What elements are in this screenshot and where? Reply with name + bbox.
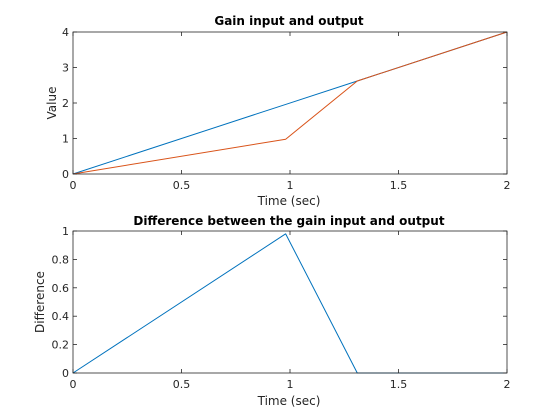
top-x-tick-label: 2 [504, 179, 511, 192]
bottom-x-tick-label: 2 [504, 378, 511, 391]
bottom-x-tick-label: 0 [70, 378, 77, 391]
top-x-axis-label: Time (sec) [257, 194, 321, 208]
bottom-chart-title: Difference between the gain input and ou… [133, 214, 444, 228]
top-x-tick-label: 0 [70, 179, 77, 192]
top-y-tick-label: 0 [62, 168, 69, 181]
bottom-y-tick-label: 0.4 [52, 310, 70, 323]
top-y-tick-label: 1 [62, 133, 69, 146]
top-chart-title: Gain input and output [214, 14, 364, 28]
bottom-series-line-1 [72, 233, 507, 374]
top-x-tick-label: 0.5 [173, 179, 191, 192]
bottom-x-tick-label: 1.5 [390, 378, 408, 391]
bottom-x-tick-label: 0.5 [173, 378, 191, 391]
top-subplot: Gain input and output Time (sec) Value 0… [45, 14, 511, 208]
top-y-tick-label: 3 [62, 62, 69, 75]
bottom-y-axis-label: Difference [33, 271, 47, 333]
bottom-x-axis-label: Time (sec) [257, 394, 321, 408]
bottom-y-tick-label: 0.6 [52, 282, 70, 295]
bottom-y-tick-label: 0.2 [52, 339, 70, 352]
bottom-y-tick-label: 0.8 [52, 253, 70, 266]
bottom-y-tick-label: 1 [62, 225, 69, 238]
top-series-line-2 [72, 31, 508, 175]
bottom-x-tick-label: 1 [287, 378, 294, 391]
top-y-tick-label: 4 [62, 26, 69, 39]
bottom-y-tick-label: 0 [62, 367, 69, 380]
top-x-tick-label: 1.5 [390, 179, 408, 192]
top-y-tick-label: 2 [62, 97, 69, 110]
bottom-axes-frame [72, 230, 508, 374]
top-x-tick-label: 1 [287, 179, 294, 192]
bottom-subplot: Difference between the gain input and ou… [33, 214, 511, 408]
top-y-axis-label: Value [45, 87, 59, 120]
